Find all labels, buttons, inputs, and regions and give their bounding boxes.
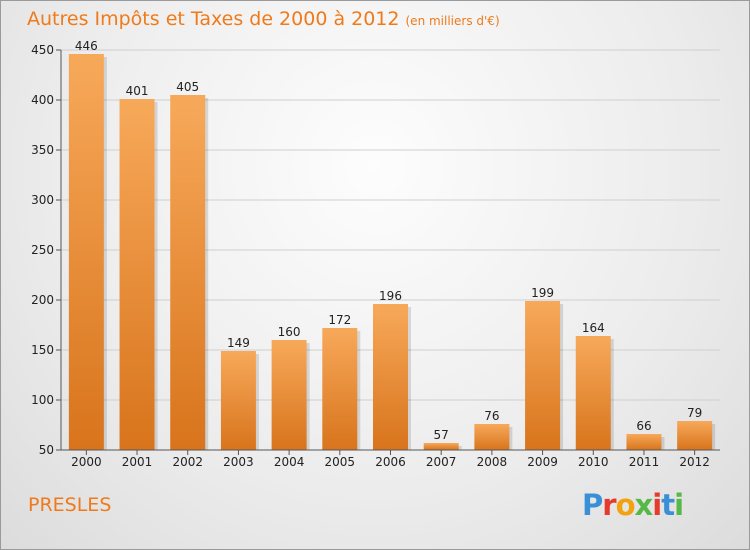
y-tick-label: 50 xyxy=(39,443,54,457)
bar-value-label: 149 xyxy=(227,336,250,350)
x-tick-label: 2002 xyxy=(172,455,203,469)
logo-letter: t xyxy=(661,488,675,522)
bar xyxy=(170,95,206,450)
x-tick-label: 2001 xyxy=(122,455,153,469)
bar xyxy=(575,336,611,450)
y-tick-label: 400 xyxy=(31,93,54,107)
bar xyxy=(423,443,459,450)
proxiti-logo: Proxiti xyxy=(582,488,684,522)
bar-value-label: 172 xyxy=(328,313,351,327)
x-tick-label: 2012 xyxy=(679,455,710,469)
bar xyxy=(626,434,662,450)
bar xyxy=(322,328,358,450)
chart-title-text: Autres Impôts et Taxes de 2000 à 2012 xyxy=(27,8,400,30)
y-tick-label: 200 xyxy=(31,293,54,307)
bar-value-label: 57 xyxy=(434,428,449,442)
logo-letter: x xyxy=(634,488,654,522)
bars xyxy=(68,54,716,450)
x-tick-label: 2004 xyxy=(274,455,305,469)
bar-value-label: 196 xyxy=(379,289,402,303)
bar-value-label: 405 xyxy=(176,80,199,94)
x-tick-label: 2010 xyxy=(578,455,609,469)
bar xyxy=(119,99,155,450)
x-tick-label: 2011 xyxy=(629,455,660,469)
y-tick-label: 150 xyxy=(31,343,54,357)
value-labels: 446 401 405 149 160 172 196 57 76 199 164 66 79 xyxy=(75,39,702,442)
chart-title: Autres Impôts et Taxes de 2000 à 2012 (en… xyxy=(27,8,500,30)
x-tick-label: 2000 xyxy=(71,455,102,469)
bar-value-label: 199 xyxy=(531,286,554,300)
x-axis-ticks: 2000 2001 2002 2003 2004 2005 2006 2007 2008 2009… xyxy=(71,450,710,469)
bar xyxy=(525,301,561,450)
y-tick-label: 300 xyxy=(31,193,54,207)
logo-letter: o xyxy=(615,488,636,522)
logo-letter: r xyxy=(602,488,616,522)
bar-value-label: 446 xyxy=(75,39,98,53)
bar-value-label: 160 xyxy=(278,325,301,339)
x-tick-label: 2006 xyxy=(375,455,406,469)
x-tick-label: 2005 xyxy=(325,455,356,469)
bar xyxy=(271,340,307,450)
town-name: PRESLES xyxy=(28,494,112,516)
bar xyxy=(220,351,256,450)
logo-letter: i xyxy=(674,488,684,522)
y-tick-label: 100 xyxy=(31,393,54,407)
chart-title-unit: (en milliers d'€) xyxy=(405,14,500,28)
logo-letter: i xyxy=(652,488,662,522)
bar xyxy=(474,424,510,450)
x-tick-label: 2003 xyxy=(223,455,254,469)
y-tick-label: 450 xyxy=(31,43,54,57)
bar xyxy=(373,304,408,450)
x-tick-label: 2009 xyxy=(527,455,558,469)
x-tick-label: 2008 xyxy=(477,455,508,469)
y-tick-label: 350 xyxy=(31,143,54,157)
y-tick-label: 250 xyxy=(31,243,54,257)
bar-value-label: 79 xyxy=(687,406,702,420)
bar-value-label: 401 xyxy=(126,84,149,98)
bar-value-label: 66 xyxy=(636,419,651,433)
bar-value-label: 76 xyxy=(484,409,499,423)
bar-value-label: 164 xyxy=(582,321,605,335)
y-axis-ticks: 50 100 150 200 250 300 350 400 450 xyxy=(31,43,61,457)
logo-letter: P xyxy=(582,488,603,522)
axes xyxy=(60,50,720,451)
bar xyxy=(677,421,713,450)
bar xyxy=(68,54,104,450)
x-tick-label: 2007 xyxy=(426,455,457,469)
